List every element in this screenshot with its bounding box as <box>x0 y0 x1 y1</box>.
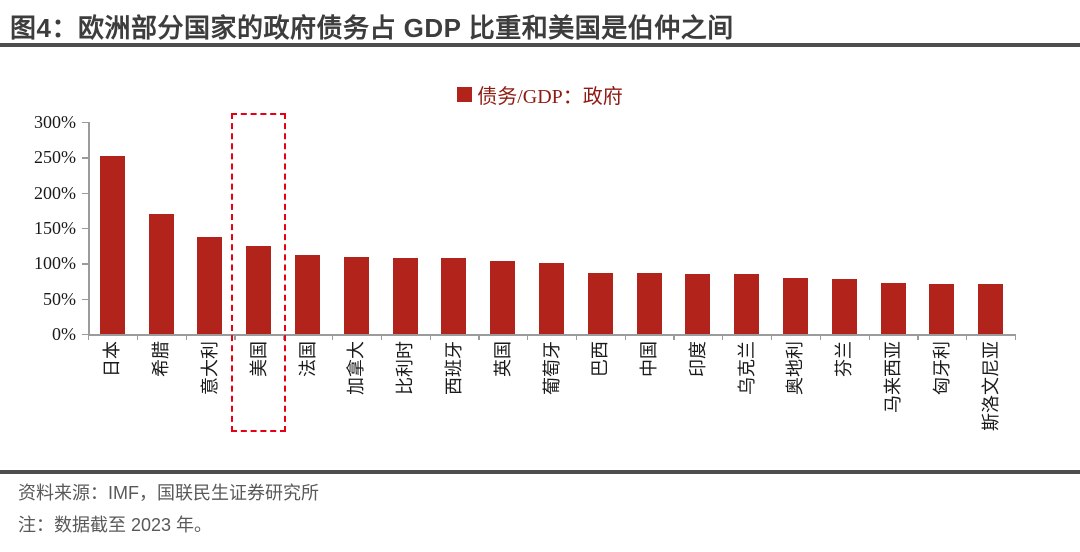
x-axis-tick <box>331 334 334 340</box>
y-axis-tick-label: 0% <box>52 324 76 344</box>
x-axis-label-意大利: 意大利 <box>199 341 220 395</box>
bar-斯洛文尼亚 <box>978 283 1004 334</box>
x-axis-tick <box>771 334 773 340</box>
figure-title: 图4：欧洲部分国家的政府债务占 GDP 比重和美国是伯仲之间 <box>10 13 734 43</box>
x-axis-label-法国: 法国 <box>297 341 318 377</box>
x-axis-tick <box>624 334 626 340</box>
bar-乌克兰 <box>734 273 760 334</box>
x-axis-tick <box>575 334 578 340</box>
x-axis-label-匈牙利: 匈牙利 <box>931 341 952 395</box>
y-axis-tick <box>82 192 88 194</box>
bar-马来西亚 <box>880 283 906 334</box>
x-axis-tick <box>527 334 529 340</box>
x-axis-tick <box>917 334 919 340</box>
highlight-box-美国 <box>231 113 287 432</box>
bar-西班牙 <box>441 258 467 334</box>
bar-奥地利 <box>782 278 808 334</box>
y-axis-tick-label: 250% <box>34 147 76 168</box>
x-axis-label-日本: 日本 <box>102 341 123 377</box>
data-note: 注：数据截至 2023 年。 <box>18 515 213 535</box>
y-axis-tick-label: 50% <box>43 288 76 309</box>
source-note: 资料来源：IMF，国联民生证券研究所 <box>18 483 319 503</box>
x-axis-label-斯洛文尼亚: 斯洛文尼亚 <box>980 341 1001 431</box>
legend-label: 债务/GDP：政府 <box>477 86 623 108</box>
y-axis-tick <box>82 298 88 300</box>
x-axis-label-中国: 中国 <box>639 341 660 377</box>
bar-意大利 <box>197 237 223 334</box>
x-axis-tick <box>1015 334 1017 340</box>
x-axis-label-马来西亚: 马来西亚 <box>883 341 904 413</box>
y-axis-tick-label: 150% <box>34 218 76 238</box>
y-axis-tick <box>82 263 88 265</box>
bar-巴西 <box>587 272 613 334</box>
y-axis-tick-label: 300% <box>34 112 76 132</box>
y-axis-line <box>88 122 90 335</box>
bar-印度 <box>685 273 711 334</box>
legend-swatch-icon <box>457 87 473 102</box>
x-axis-label-奥地利: 奥地利 <box>785 341 806 395</box>
bar-葡萄牙 <box>539 262 564 334</box>
bar-比利时 <box>392 258 418 334</box>
bar-匈牙利 <box>929 283 955 334</box>
x-axis-tick <box>478 334 480 340</box>
bar-中国 <box>636 273 662 334</box>
x-axis-label-英国: 英国 <box>492 341 513 377</box>
x-axis-line <box>88 334 1016 336</box>
y-axis-tick <box>82 228 88 230</box>
y-axis-tick-label: 100% <box>34 253 76 274</box>
x-axis-tick <box>185 334 187 340</box>
x-axis-label-葡萄牙: 葡萄牙 <box>541 341 562 395</box>
x-axis-label-巴西: 巴西 <box>590 341 611 377</box>
chart-legend: 债务/GDP：政府 <box>0 80 1080 109</box>
x-axis-tick <box>868 334 870 340</box>
x-axis-tick <box>819 334 822 340</box>
bar-芬兰 <box>831 278 857 334</box>
x-axis-tick <box>136 334 138 340</box>
footer-divider <box>0 470 1080 474</box>
bar-美国 <box>246 246 272 334</box>
x-axis-tick <box>88 334 90 340</box>
x-axis-tick <box>966 334 968 340</box>
title-divider <box>0 43 1080 47</box>
bar-法国 <box>295 254 321 334</box>
bar-日本 <box>99 155 125 334</box>
x-axis-tick <box>429 334 431 340</box>
x-axis-tick <box>722 334 724 340</box>
y-axis-tick <box>82 157 88 159</box>
y-axis-tick <box>82 334 88 336</box>
x-axis-label-希腊: 希腊 <box>151 341 172 377</box>
x-axis-label-西班牙: 西班牙 <box>443 341 464 395</box>
bar-加拿大 <box>343 256 369 334</box>
y-axis-tick <box>82 122 88 124</box>
x-axis-label-芬兰: 芬兰 <box>834 341 855 377</box>
bar-希腊 <box>148 213 174 334</box>
x-axis-label-比利时: 比利时 <box>395 341 416 395</box>
x-axis-label-乌克兰: 乌克兰 <box>736 341 757 395</box>
y-axis-tick-label: 200% <box>34 182 76 203</box>
bar-英国 <box>490 260 516 334</box>
x-axis-label-加拿大: 加拿大 <box>346 341 367 395</box>
x-axis-tick <box>283 334 285 340</box>
x-axis-tick <box>234 334 236 340</box>
x-axis-tick <box>673 334 675 340</box>
x-axis-label-印度: 印度 <box>687 341 708 377</box>
x-axis-tick <box>380 334 382 340</box>
